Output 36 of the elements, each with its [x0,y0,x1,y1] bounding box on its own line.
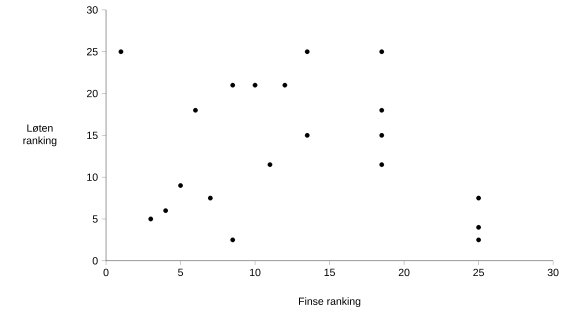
x-tick-label: 5 [178,268,184,276]
point [304,49,310,54]
x-tick-label: 0 [104,268,109,276]
x-axis-title: Finse ranking [299,297,360,308]
x-tick-label: 10 [250,268,260,276]
x-tick-label: 15 [324,268,335,276]
point [163,208,168,214]
x-tick-label: 25 [473,268,484,276]
point [268,162,272,168]
point [304,133,310,138]
point [118,49,124,54]
point [379,49,384,54]
y-tick-label: 5 [92,215,98,223]
y-tick-label: 15 [87,132,98,140]
point [193,108,198,113]
point [230,82,236,88]
point [379,108,384,113]
point [178,183,183,188]
x-tick-label: 30 [548,268,559,276]
y-tick-label: 10 [87,174,98,181]
point [208,196,213,201]
point [476,225,481,230]
point [252,82,258,88]
point [282,82,288,88]
y-tick-label: 0 [92,257,98,265]
y-axis-title: Løten ranking [23,124,56,146]
point [379,162,384,168]
y-tick-label: 20 [86,90,98,98]
point [230,238,236,242]
x-tick-label: 20 [398,268,410,276]
y-tick-label: 25 [86,48,98,56]
y-tick-label: 30 [86,6,98,14]
point [476,196,481,201]
point [148,216,154,222]
point [379,133,384,138]
point [476,238,481,242]
